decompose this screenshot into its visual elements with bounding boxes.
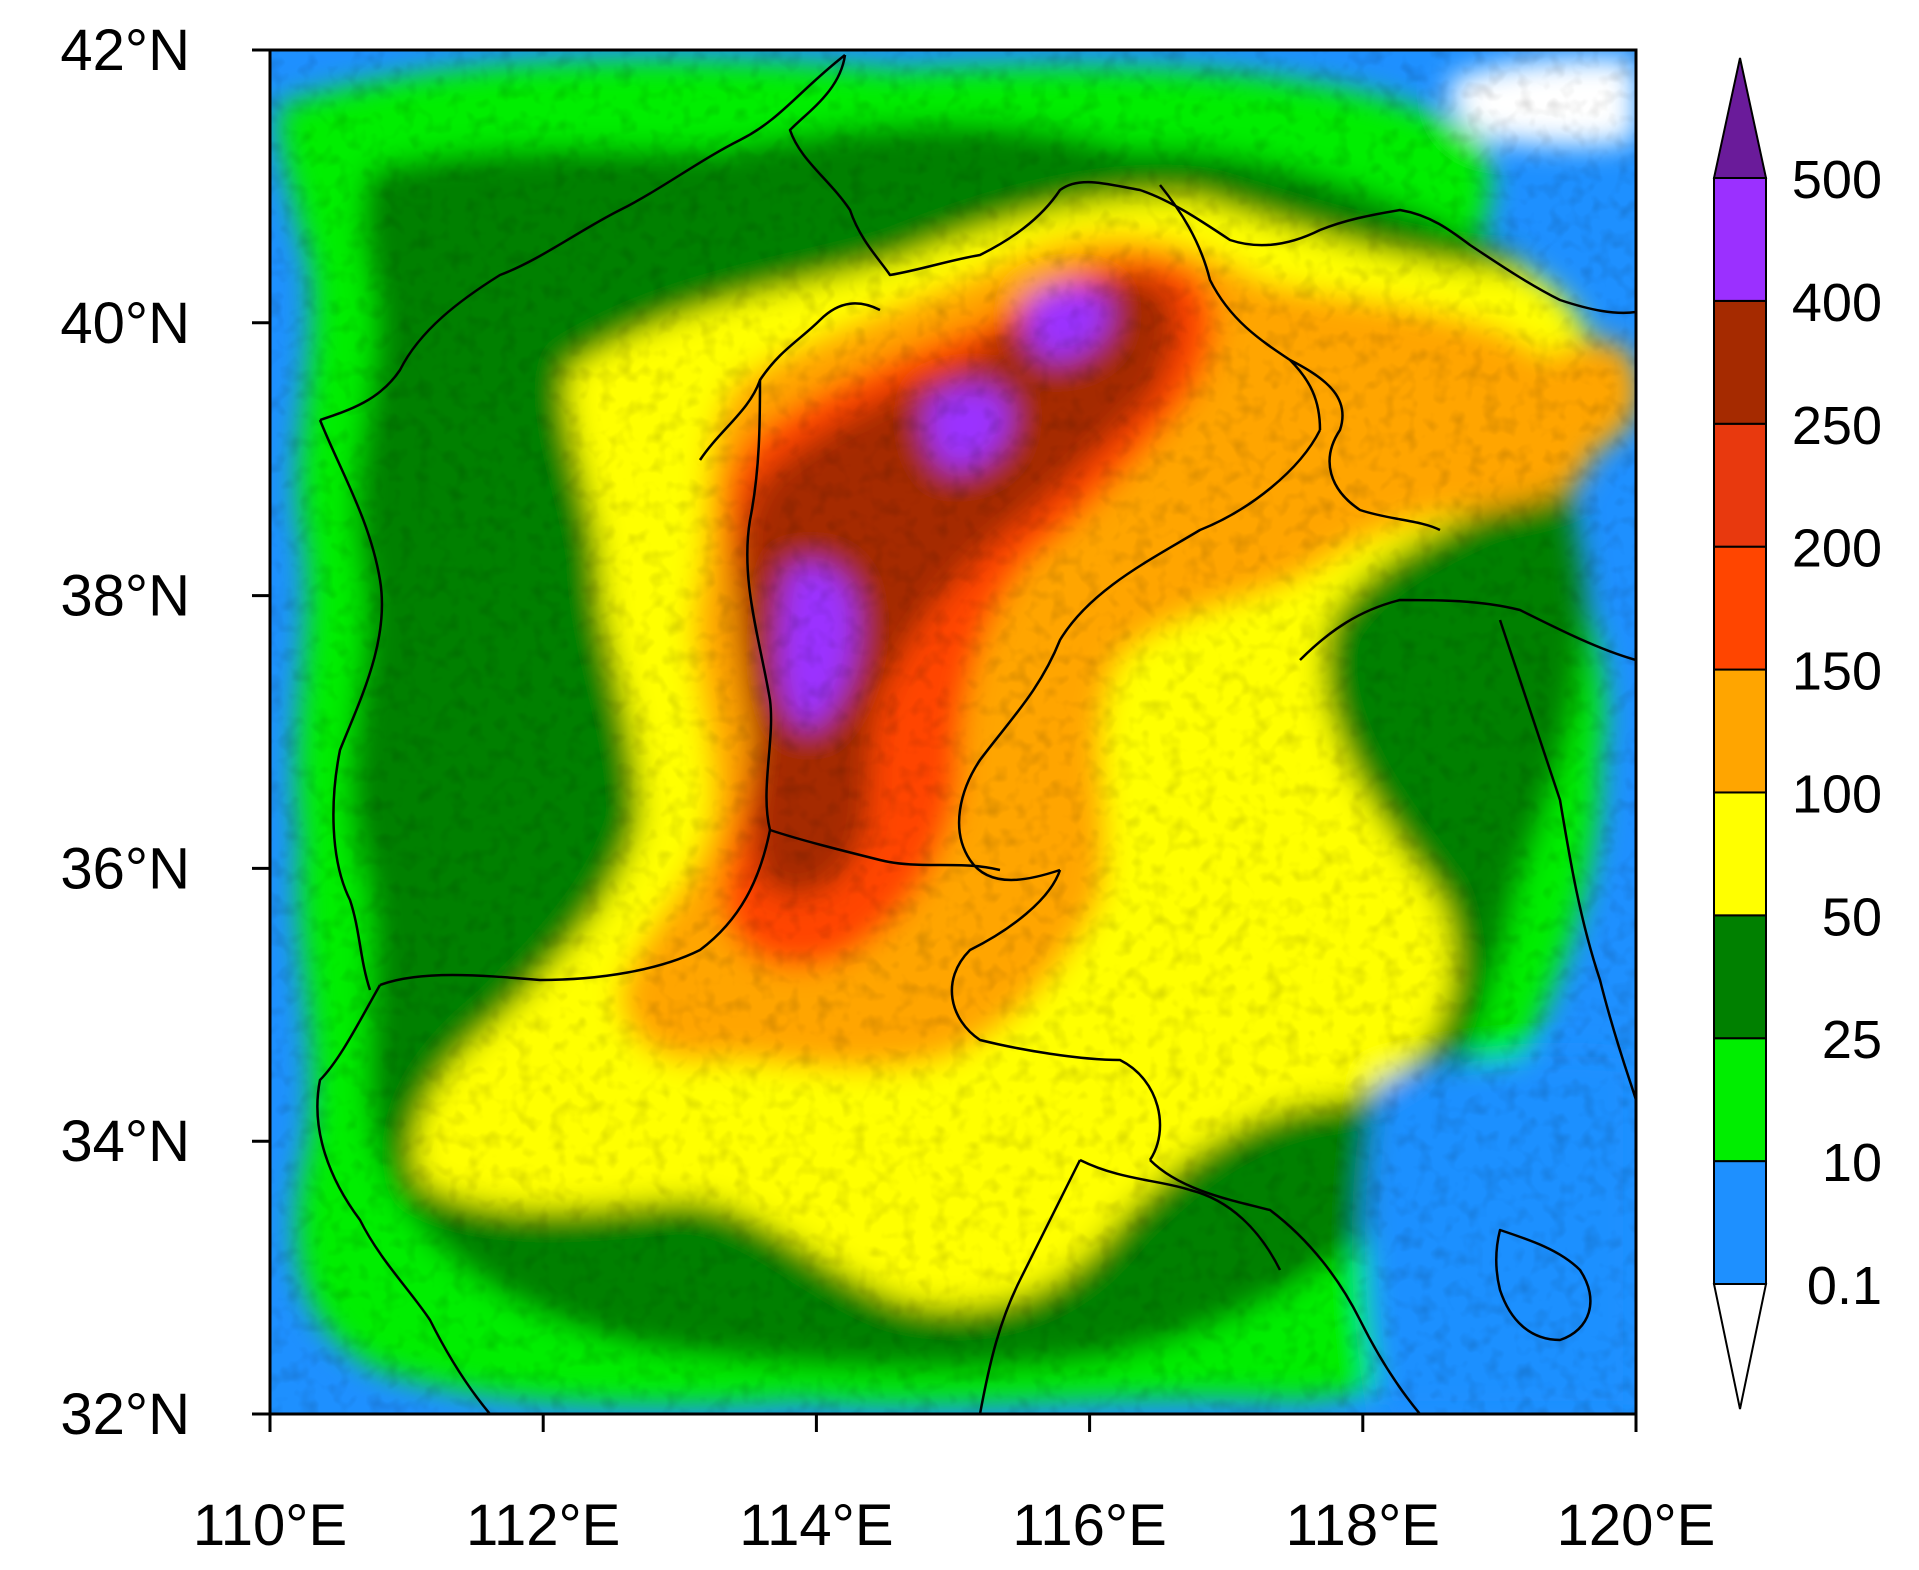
map-area [270,50,1636,1414]
x-axis: 110°E 112°E 114°E 116°E 118°E 120°E [193,1414,1716,1558]
colorbar-level-label: 250 [1792,396,1882,456]
colorbar-level-label: 100 [1792,764,1882,824]
colorbar-legend: 0.1 10 25 50 100 150 200 250 400 500 [1712,57,1882,1410]
x-tick-label: 114°E [739,1493,893,1558]
colorbar-level-label: 25 [1822,1010,1882,1070]
y-axis: 32°N 34°N 36°N 38°N 40°N 42°N [60,18,270,1447]
colorbar-lower-triangle [1712,1283,1768,1410]
y-tick-label: 42°N [60,18,190,83]
colorbar-level-label: 0.1 [1807,1256,1882,1316]
province-boundaries [316,54,1636,1414]
x-tick-label: 120°E [1557,1493,1716,1558]
colorbar-box [1713,914,1767,1040]
colorbar-level-label: 500 [1792,150,1882,210]
colorbar-box [1713,422,1767,548]
y-tick-label: 34°N [60,1109,190,1174]
colorbar-box [1713,791,1767,917]
colorbar-level-label: 400 [1792,273,1882,333]
y-tick-label: 36°N [60,836,190,901]
colorbar-box [1713,668,1767,794]
colorbar-box [1713,177,1767,302]
colorbar-level-label: 10 [1822,1133,1882,1193]
colorbar-upper-triangle [1712,57,1768,179]
x-tick-label: 110°E [193,1493,347,1558]
y-tick-label: 32°N [60,1382,190,1447]
x-tick-label: 118°E [1286,1493,1440,1558]
colorbar-box [1713,1160,1767,1285]
colorbar-box [1713,545,1767,671]
colorbar-level-label: 50 [1822,887,1882,947]
x-tick-label: 112°E [466,1493,620,1558]
y-tick-label: 38°N [60,564,190,629]
y-tick-label: 40°N [60,291,190,356]
colorbar-box [1713,299,1767,425]
x-tick-label: 116°E [1012,1493,1166,1558]
map-frame [268,48,1638,1416]
colorbar-level-label: 150 [1792,642,1882,702]
colorbar-level-label: 200 [1792,519,1882,579]
colorbar-box [1713,1037,1767,1163]
